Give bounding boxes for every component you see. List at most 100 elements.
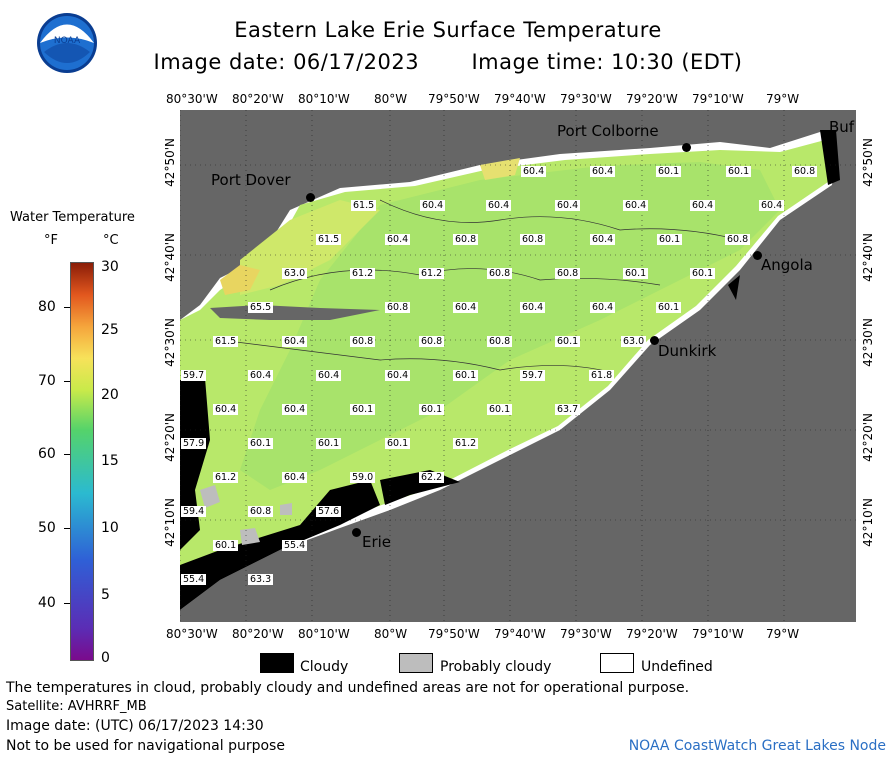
temp-label: 60.4: [248, 370, 274, 381]
noaa-logo: NOAA: [37, 13, 97, 73]
unit-fahrenheit: °F: [44, 233, 58, 248]
temp-label: 60.1: [726, 166, 752, 177]
lon-label-top: 79°40'W: [494, 92, 546, 106]
temp-label: 63.3: [248, 574, 274, 585]
c-tick: 5: [101, 587, 110, 603]
lon-label-top: 80°30'W: [166, 92, 218, 106]
temp-label: 60.4: [555, 200, 581, 211]
place-port-colborne: Port Colborne: [557, 122, 659, 140]
temp-label: 65.5: [248, 302, 274, 313]
unit-celsius: °C: [103, 233, 119, 248]
lon-label-bottom: 80°W: [374, 627, 408, 641]
lat-label-left: 42°20'N: [163, 413, 177, 462]
c-tick: 25: [101, 322, 119, 338]
temp-label: 60.1: [453, 370, 479, 381]
temp-label: 60.8: [520, 234, 546, 245]
lon-label-top: 79°50'W: [428, 92, 480, 106]
temp-label: 60.1: [248, 438, 274, 449]
temp-label: 57.6: [316, 506, 342, 517]
image-datetime: Image date: 06/17/2023 Image time: 10:30…: [0, 50, 896, 74]
temp-label: 60.1: [656, 302, 682, 313]
temp-label: 60.4: [590, 166, 616, 177]
place-erie: Erie: [362, 533, 392, 551]
c-tick: 15: [101, 453, 119, 469]
disclaimer-text: The temperatures in cloud, probably clou…: [6, 680, 690, 696]
lon-label-bottom: 79°20'W: [626, 627, 678, 641]
temp-label: 60.4: [590, 302, 616, 313]
temp-label: 62.2: [419, 472, 445, 483]
coastwatch-credit: NOAA CoastWatch Great Lakes Node: [628, 738, 886, 754]
lon-label-bottom: 79°10'W: [692, 627, 744, 641]
f-tick: 80: [38, 299, 56, 315]
lat-label-right: 42°20'N: [861, 413, 875, 462]
legend-swatch-probably-cloudy: [399, 653, 433, 673]
lon-label-top: 79°30'W: [560, 92, 612, 106]
temp-label: 60.1: [385, 438, 411, 449]
navigation-warning: Not to be used for navigational purpose: [6, 738, 285, 754]
temp-label: 61.2: [453, 438, 479, 449]
temperature-colorbar: [70, 262, 94, 661]
marker-port-dover: [306, 193, 315, 202]
temp-label: 57.9: [181, 438, 207, 449]
temp-label: 60.4: [759, 200, 785, 211]
lat-label-left: 42°50'N: [163, 138, 177, 187]
image-time: Image time: 10:30 (EDT): [471, 50, 743, 74]
lon-label-bottom: 79°40'W: [494, 627, 546, 641]
temp-label: 61.2: [350, 268, 376, 279]
temp-label: 59.7: [181, 370, 207, 381]
f-tick: 50: [38, 520, 56, 536]
temp-label: 61.8: [589, 370, 615, 381]
temp-label: 60.8: [419, 336, 445, 347]
lon-label-bottom: 80°30'W: [166, 627, 218, 641]
lat-label-right: 42°30'N: [861, 318, 875, 367]
temp-label: 60.4: [282, 404, 308, 415]
temp-label: 60.8: [792, 166, 818, 177]
place-port-dover: Port Dover: [211, 171, 291, 189]
lon-label-top: 79°W: [766, 92, 800, 106]
legend-label-undefined: Undefined: [641, 659, 713, 675]
lon-label-bottom: 79°50'W: [428, 627, 480, 641]
map-title: Eastern Lake Erie Surface Temperature: [234, 18, 662, 42]
lat-label-left: 42°30'N: [163, 318, 177, 367]
temp-label: 60.4: [520, 302, 546, 313]
satellite-info: Satellite: AVHRRF_MB: [6, 699, 147, 714]
temp-label: 61.5: [213, 336, 239, 347]
lon-label-bottom: 79°W: [766, 627, 800, 641]
utc-date: Image date: (UTC) 06/17/2023 14:30: [6, 718, 264, 734]
legend-label-cloudy: Cloudy: [300, 659, 349, 675]
temp-label: 60.1: [487, 404, 513, 415]
lon-label-top: 79°10'W: [692, 92, 744, 106]
colorbar-title: Water Temperature: [10, 210, 135, 225]
f-tick: 70: [38, 373, 56, 389]
lat-label-right: 42°10'N: [861, 498, 875, 547]
temp-label: 60.1: [623, 268, 649, 279]
temp-label: 60.4: [623, 200, 649, 211]
lon-label-bottom: 79°30'W: [560, 627, 612, 641]
temp-label: 60.1: [316, 438, 342, 449]
c-tick: 20: [101, 387, 119, 403]
temp-label: 60.4: [453, 302, 479, 313]
lat-label-left: 42°40'N: [163, 233, 177, 282]
temp-label: 61.2: [419, 268, 445, 279]
temp-label: 60.8: [555, 268, 581, 279]
lon-label-bottom: 80°20'W: [232, 627, 284, 641]
temp-label: 60.4: [590, 234, 616, 245]
place-dunkirk: Dunkirk: [658, 342, 717, 360]
temp-label: 59.7: [520, 370, 546, 381]
marker-dunkirk: [650, 336, 659, 345]
temp-label: 60.4: [690, 200, 716, 211]
image-date: Image date: 06/17/2023: [153, 50, 420, 74]
temp-label: 60.8: [350, 336, 376, 347]
temp-label: 59.0: [350, 472, 376, 483]
temp-label: 60.1: [657, 234, 683, 245]
temp-label: 55.4: [181, 574, 207, 585]
temp-label: 60.1: [213, 540, 239, 551]
c-tick: 30: [101, 259, 119, 275]
legend-label-probably-cloudy: Probably cloudy: [440, 659, 552, 675]
legend-swatch-cloudy: [260, 653, 294, 673]
marker-port-colborne: [682, 143, 691, 152]
temp-label: 61.5: [316, 234, 342, 245]
temp-label: 60.1: [555, 336, 581, 347]
temp-label: 63.7: [555, 404, 581, 415]
lon-label-top: 80°W: [374, 92, 408, 106]
